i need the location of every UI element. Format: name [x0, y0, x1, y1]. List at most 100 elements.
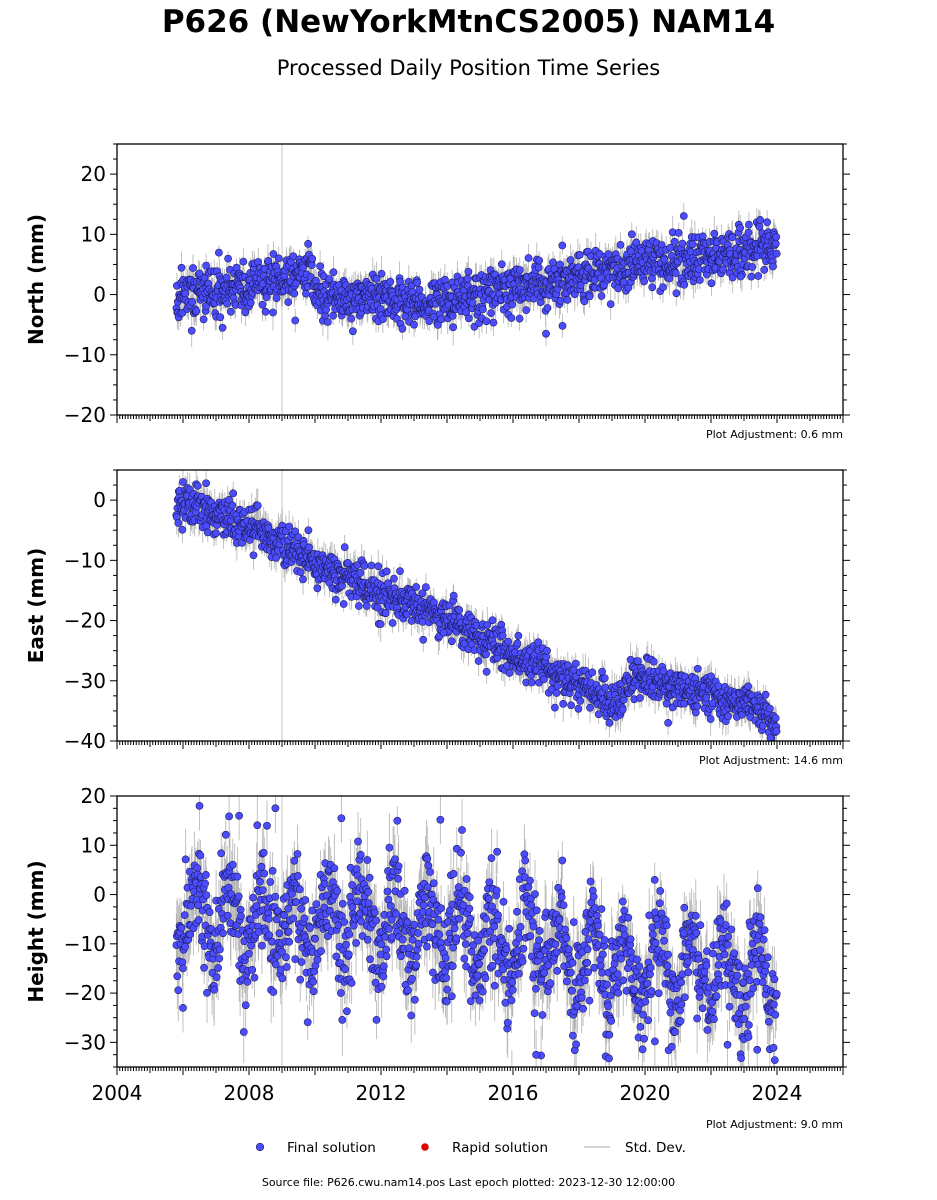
data-point	[216, 945, 224, 954]
data-point	[331, 595, 340, 604]
data-point	[478, 987, 487, 996]
data-point	[408, 974, 416, 983]
data-point	[325, 275, 334, 283]
data-point	[700, 968, 709, 976]
data-point	[586, 703, 594, 712]
data-point	[391, 855, 399, 864]
data-point	[703, 1026, 712, 1034]
data-point	[290, 289, 299, 298]
data-point	[594, 710, 603, 719]
data-point	[345, 930, 354, 939]
data-point	[536, 951, 544, 960]
data-point	[233, 872, 242, 881]
data-point	[449, 323, 458, 332]
data-point	[221, 830, 230, 839]
data-point	[586, 917, 594, 925]
data-point	[771, 714, 780, 722]
data-point	[308, 261, 316, 269]
data-point	[462, 875, 471, 883]
data-point	[407, 1011, 416, 1020]
x-tick-label: 2016	[488, 1081, 539, 1105]
data-point	[217, 849, 226, 858]
data-point	[613, 970, 622, 978]
data-point	[297, 958, 306, 966]
data-point	[239, 257, 248, 266]
data-point	[620, 931, 629, 940]
data-point	[457, 848, 465, 857]
data-point	[744, 1033, 753, 1041]
data-point	[568, 959, 577, 967]
data-point	[725, 1002, 734, 1011]
data-point	[502, 945, 511, 954]
data-point	[347, 314, 356, 323]
data-point	[414, 929, 422, 937]
data-point	[527, 678, 536, 687]
data-point	[730, 949, 739, 958]
data-point	[338, 582, 346, 590]
data-point	[367, 561, 376, 570]
data-point	[429, 598, 438, 607]
y-tick-label: 0	[93, 283, 106, 307]
data-point	[580, 297, 589, 306]
data-point	[585, 292, 594, 301]
data-point	[216, 313, 225, 322]
data-point	[754, 272, 763, 280]
data-point	[722, 899, 731, 908]
data-point	[679, 212, 688, 220]
data-point	[281, 921, 289, 930]
data-point	[177, 263, 186, 272]
data-point	[294, 872, 302, 880]
data-point	[210, 985, 219, 994]
data-point	[338, 1016, 347, 1024]
data-point	[282, 963, 291, 971]
data-point	[179, 478, 187, 486]
data-point	[363, 935, 372, 944]
data-point	[515, 266, 524, 274]
data-point	[772, 233, 781, 241]
data-point	[201, 879, 209, 888]
data-point	[408, 935, 417, 944]
data-point	[297, 904, 306, 913]
data-point	[727, 925, 736, 934]
data-point	[405, 944, 414, 952]
data-point	[291, 527, 299, 536]
data-point	[232, 263, 241, 272]
data-point	[312, 900, 321, 908]
data-point	[366, 955, 374, 964]
data-point	[664, 950, 672, 959]
data-point	[173, 972, 182, 981]
data-point	[586, 877, 595, 886]
data-point	[299, 263, 307, 272]
data-point	[769, 1043, 778, 1052]
data-point	[514, 969, 523, 978]
data-point	[568, 986, 576, 995]
data-point	[736, 224, 744, 232]
data-point	[600, 674, 609, 682]
data-point	[219, 929, 227, 938]
x-tick-label: 2020	[620, 1081, 671, 1105]
data-point	[603, 980, 611, 989]
data-point	[376, 620, 385, 628]
y-tick-label: 10	[81, 833, 106, 857]
data-point	[403, 918, 412, 927]
data-point	[224, 254, 232, 263]
data-point	[507, 996, 516, 1005]
data-point	[666, 1008, 675, 1017]
data-point	[458, 826, 466, 834]
data-point	[289, 252, 298, 261]
data-point	[487, 854, 496, 862]
data-point	[296, 975, 305, 984]
data-point	[179, 1004, 187, 1012]
data-point	[624, 913, 633, 922]
data-point	[449, 943, 458, 952]
data-point	[759, 935, 768, 944]
data-point	[349, 921, 358, 930]
data-point	[753, 884, 762, 893]
data-point	[174, 519, 183, 527]
data-point	[410, 320, 418, 329]
data-point	[680, 699, 689, 708]
data-point	[463, 929, 472, 938]
data-point	[574, 704, 583, 713]
data-point	[186, 930, 195, 939]
data-point	[343, 1007, 351, 1016]
